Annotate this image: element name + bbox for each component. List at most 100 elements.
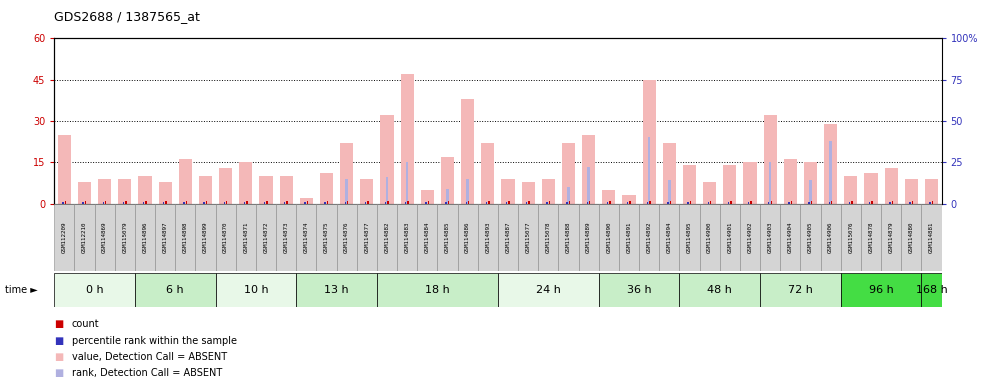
Text: 6 h: 6 h xyxy=(167,285,184,295)
Bar xyxy=(498,273,599,307)
Bar xyxy=(809,202,810,204)
Bar xyxy=(385,202,387,204)
Bar xyxy=(405,202,406,204)
Text: 18 h: 18 h xyxy=(425,285,450,295)
Bar xyxy=(244,202,246,204)
Bar xyxy=(54,204,74,271)
Text: GSM114887: GSM114887 xyxy=(506,221,511,253)
Bar xyxy=(360,179,374,204)
Bar xyxy=(828,202,830,204)
Text: GSM114895: GSM114895 xyxy=(687,221,692,253)
Text: GSM114893: GSM114893 xyxy=(485,221,490,253)
Bar xyxy=(428,201,429,204)
Bar xyxy=(224,202,225,204)
Bar xyxy=(345,179,348,204)
Bar xyxy=(135,204,155,271)
Bar xyxy=(784,159,797,204)
Bar xyxy=(622,195,636,204)
Text: GSM114883: GSM114883 xyxy=(404,221,409,253)
Bar xyxy=(609,201,610,204)
Bar xyxy=(425,202,427,204)
Bar xyxy=(748,202,749,204)
Text: GSM114884: GSM114884 xyxy=(425,221,430,253)
Bar xyxy=(85,201,86,204)
Bar xyxy=(266,201,268,204)
Text: 10 h: 10 h xyxy=(244,285,268,295)
Text: GSM114904: GSM114904 xyxy=(788,221,793,253)
Text: GSM114882: GSM114882 xyxy=(385,221,389,253)
Bar xyxy=(569,201,570,204)
Bar xyxy=(788,202,790,204)
Text: GSM114888: GSM114888 xyxy=(566,221,571,253)
Text: GSM114897: GSM114897 xyxy=(163,221,168,253)
Bar xyxy=(367,201,369,204)
Bar xyxy=(276,204,296,271)
Bar xyxy=(114,204,135,271)
Bar xyxy=(740,204,760,271)
Bar xyxy=(344,202,346,204)
Bar xyxy=(324,202,325,204)
Bar xyxy=(143,202,144,204)
Bar xyxy=(185,201,187,204)
Bar xyxy=(731,201,732,204)
Bar xyxy=(365,202,366,204)
Text: GSM114876: GSM114876 xyxy=(344,221,349,253)
Bar xyxy=(441,157,455,204)
Bar xyxy=(703,182,716,204)
Bar xyxy=(458,204,478,271)
Bar xyxy=(599,273,679,307)
Bar xyxy=(579,204,599,271)
Bar xyxy=(105,201,106,204)
Bar xyxy=(851,201,853,204)
Text: ■: ■ xyxy=(54,319,63,329)
Bar xyxy=(305,202,306,204)
Text: ■: ■ xyxy=(54,336,63,346)
Bar xyxy=(135,273,216,307)
Bar xyxy=(488,201,490,204)
Bar xyxy=(74,204,95,271)
Text: GSM114889: GSM114889 xyxy=(587,221,592,253)
Bar xyxy=(163,202,165,204)
Text: GSM114905: GSM114905 xyxy=(809,221,813,253)
Bar xyxy=(95,204,114,271)
Bar xyxy=(216,204,236,271)
Bar xyxy=(558,204,579,271)
Bar xyxy=(841,204,861,271)
Bar xyxy=(589,201,591,204)
Bar xyxy=(387,201,388,204)
Bar xyxy=(259,176,272,204)
Text: GSM115077: GSM115077 xyxy=(526,221,530,253)
Bar xyxy=(446,202,447,204)
Bar xyxy=(438,204,458,271)
Text: GSM114881: GSM114881 xyxy=(929,221,934,253)
Bar xyxy=(841,273,922,307)
Text: GSM112210: GSM112210 xyxy=(82,221,87,253)
Text: GSM114880: GSM114880 xyxy=(909,221,914,253)
Text: GSM114871: GSM114871 xyxy=(244,221,248,253)
Bar xyxy=(236,204,256,271)
Bar xyxy=(528,201,529,204)
Bar xyxy=(750,201,751,204)
Bar xyxy=(417,204,438,271)
Bar xyxy=(486,202,487,204)
Bar xyxy=(461,99,474,204)
Bar xyxy=(602,190,615,204)
Text: GSM114875: GSM114875 xyxy=(324,221,329,253)
Bar xyxy=(599,204,619,271)
Text: GSM114891: GSM114891 xyxy=(626,221,631,253)
Bar xyxy=(648,137,651,204)
Text: GSM114903: GSM114903 xyxy=(768,221,773,253)
Text: GSM114901: GSM114901 xyxy=(728,221,733,253)
Bar xyxy=(647,202,649,204)
Bar xyxy=(183,202,184,204)
Bar xyxy=(567,187,570,204)
Text: GSM115078: GSM115078 xyxy=(546,221,551,253)
Text: GSM114874: GSM114874 xyxy=(304,221,309,253)
Text: GSM114869: GSM114869 xyxy=(103,221,107,253)
Bar xyxy=(466,179,469,204)
Bar xyxy=(905,179,918,204)
Text: time ►: time ► xyxy=(5,285,37,295)
Bar xyxy=(138,176,152,204)
Bar xyxy=(724,165,737,204)
Bar xyxy=(287,201,288,204)
